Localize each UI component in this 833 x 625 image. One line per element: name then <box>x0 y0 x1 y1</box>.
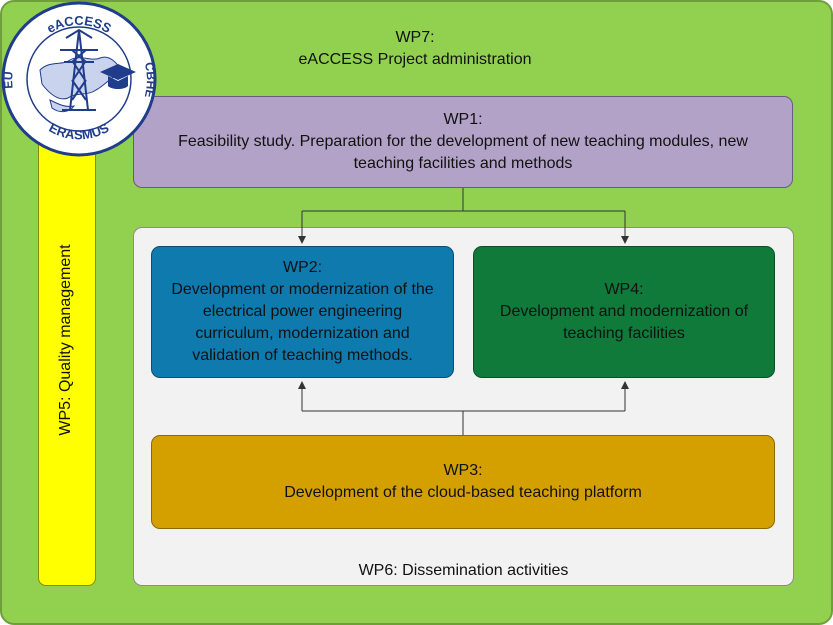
wp7-code: WP7: <box>395 29 435 46</box>
logo-bottom-text: ERASMUS <box>47 120 112 143</box>
wp7-title: WP7: eACCESS Project administration <box>250 27 580 71</box>
wp3-text-line1: Development of the cloud-based teaching … <box>284 484 642 501</box>
wp4-text-line2: teaching facilities <box>563 325 685 342</box>
wp4-box: WP4: Development and modernization of te… <box>473 246 775 378</box>
logo-text: eACCESS ERASMUS EU CBHE <box>1 13 158 142</box>
wp3-box: WP3: Development of the cloud-based teac… <box>151 435 775 529</box>
wp4-text-line1: Development and modernization of <box>499 303 749 320</box>
wp2-code: WP2: <box>282 259 323 276</box>
wp1-code: WP1: <box>443 111 483 128</box>
wp2-text-line3: curriculum, modernization and <box>195 325 410 342</box>
wp1-box: WP1: Feasibility study. Preparation for … <box>133 96 793 188</box>
wp3-code: WP3: <box>443 462 483 479</box>
wp1-text-line2: teaching facilities and methods <box>353 155 573 172</box>
wp6-label: WP6: Dissemination activities <box>358 562 569 579</box>
wp2-text-line2: electrical power engineering <box>202 303 403 320</box>
wp4-code: WP4: <box>604 281 644 298</box>
wp2-text-line4: validation of teaching methods. <box>192 347 413 364</box>
logo-left-text: EU <box>1 71 16 89</box>
wp2-text-line1: Development or modernization of the <box>171 281 434 298</box>
logo-top-text: eACCESS <box>44 13 114 36</box>
wp5-label: WP5: Quality management <box>57 244 74 436</box>
wp7-label: eACCESS Project administration <box>298 51 532 68</box>
eaccess-logo: eACCESS ERASMUS EU CBHE <box>1 1 158 157</box>
transmission-tower-icon <box>60 28 98 111</box>
wp5-box <box>38 120 96 586</box>
graduation-cap-icon <box>100 64 136 89</box>
wp1-text-line1: Feasibility study. Preparation for the d… <box>178 133 748 150</box>
wp2-box: WP2: Development or modernization of the… <box>151 246 454 378</box>
